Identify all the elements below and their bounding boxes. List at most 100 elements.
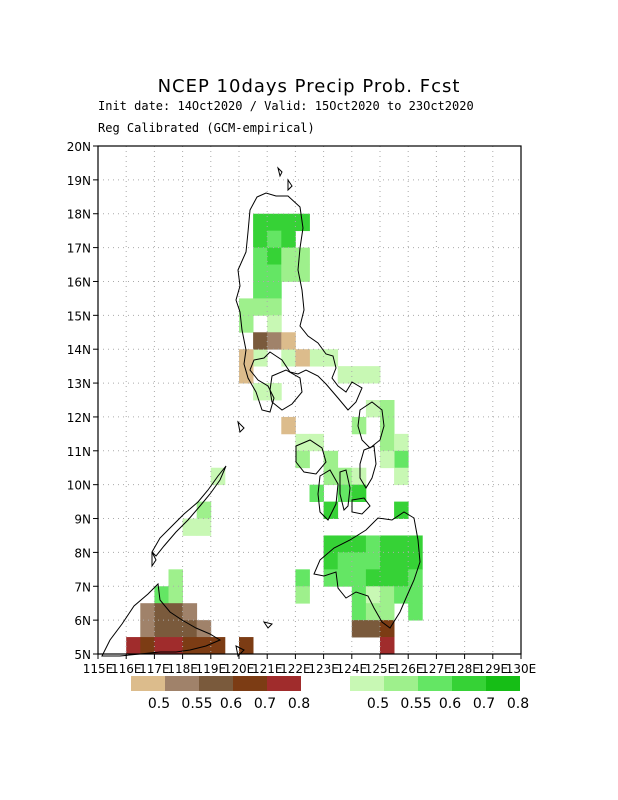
dry-probability-cell — [380, 620, 395, 638]
dry-probability-cell — [239, 349, 254, 367]
wet-probability-cell — [351, 467, 367, 486]
wet-probability-cell — [408, 603, 423, 621]
wet-probability-cell — [337, 569, 353, 587]
wet-probability-cell — [295, 247, 310, 265]
wet-probability-cell — [337, 535, 353, 553]
wet-probability-cell — [408, 552, 423, 570]
probability-cells — [126, 213, 423, 655]
dry-probability-cell — [182, 620, 198, 638]
wet-probability-cell — [168, 586, 183, 604]
latitude-label: 15N — [67, 309, 91, 323]
latitude-label: 18N — [67, 208, 91, 222]
wet-probability-cell — [351, 416, 367, 435]
wet-probability-cell — [253, 349, 268, 367]
wet-probability-cell — [380, 603, 395, 621]
dry-legend-label: 0.8 — [288, 696, 310, 712]
dry-probability-cell — [281, 332, 296, 350]
wet-legend-swatch — [418, 676, 452, 691]
wet-probability-cell — [394, 552, 409, 570]
dry-legend-label: 0.55 — [181, 696, 212, 712]
wet-probability-cell — [267, 230, 282, 248]
latitude-label: 16N — [67, 275, 91, 289]
wet-probability-cell — [253, 298, 268, 316]
panay-coastline — [295, 439, 327, 475]
wet-probability-cell — [380, 569, 395, 587]
latitude-label: 17N — [67, 242, 91, 256]
wet-probability-cell — [323, 569, 339, 587]
wet-probability-cell — [281, 213, 296, 232]
wet-probability-cell — [281, 247, 296, 265]
longitude-labels: 115E116E117E118E119E120E121E122E123E124E… — [83, 654, 537, 676]
latitude-labels: 5N 6N 7N 8N 9N 10N 11N 12N 13N 14N 15N 16N 17N 18N 19N… — [67, 140, 98, 662]
longitude-label: 124E — [337, 662, 368, 676]
wet-probability-cell — [253, 383, 268, 401]
wet-probability-cell — [365, 552, 381, 570]
palawan-coastline — [151, 465, 227, 557]
wet-probability-cell — [239, 315, 254, 333]
wet-probability-cell — [351, 603, 367, 621]
islet-coastline — [277, 166, 283, 178]
wet-probability-cell — [253, 230, 268, 248]
wet-probability-cell — [295, 433, 310, 452]
wet-probability-cell — [295, 264, 310, 282]
wet-probability-cell — [267, 298, 282, 316]
wet-probability-cell — [253, 281, 268, 299]
wet-probability-cell — [380, 433, 395, 452]
dry-legend-swatch — [233, 676, 267, 691]
longitude-label: 129E — [478, 662, 509, 676]
wet-probability-cell — [323, 349, 339, 367]
longitude-label: 122E — [280, 662, 311, 676]
wet-probability-cell — [267, 281, 282, 299]
islet-coastline — [151, 551, 157, 568]
wet-probability-cell — [365, 586, 381, 604]
wet-probability-cell — [196, 518, 212, 536]
wet-probability-cell — [267, 247, 282, 265]
dry-legend-swatch — [267, 676, 301, 691]
leyte-coastline — [359, 445, 377, 489]
longitude-label: 115E — [83, 662, 114, 676]
wet-legend-swatch — [452, 676, 486, 691]
map-frame — [97, 145, 522, 655]
borneo-coastline — [101, 582, 222, 657]
wet-probability-cell — [168, 569, 183, 587]
dry-probability-cell — [126, 637, 141, 655]
dry-probability-cell — [281, 416, 296, 435]
wet-legend-label: 0.5 — [367, 696, 389, 712]
wet-probability-cell — [323, 467, 339, 486]
wet-probability-cell — [394, 467, 409, 486]
dry-probability-cell — [140, 620, 155, 638]
dry-probability-cell — [154, 637, 169, 655]
longitude-label: 118E — [167, 662, 198, 676]
wet-probability-cell — [408, 586, 423, 604]
islet-coastline — [287, 178, 293, 192]
wet-legend-label: 0.8 — [507, 696, 529, 712]
longitude-label: 116E — [111, 662, 142, 676]
wet-probability-cell — [309, 484, 324, 502]
wet-probability-cell — [365, 366, 381, 384]
latitude-label: 5N — [74, 648, 91, 662]
init-date-line: Init date: 14Oct2020 / Valid: 15Oct2020 … — [98, 99, 474, 113]
dry-legend-label: 0.5 — [148, 696, 170, 712]
dry-legend-swatch — [199, 676, 233, 691]
wet-probability-cell — [408, 569, 423, 587]
mindoro-coastline — [269, 369, 303, 411]
wet-probability-cell — [380, 552, 395, 570]
islet-coastline — [235, 645, 245, 658]
wet-legend-label: 0.6 — [439, 696, 461, 712]
wet-probability-cell — [323, 535, 339, 553]
wet-probability-cell — [253, 213, 268, 232]
wet-probability-cell — [408, 535, 423, 553]
wet-probability-cell — [351, 484, 367, 502]
wet-probability-cell — [365, 535, 381, 553]
wet-probability-cell — [295, 569, 310, 587]
latitude-label: 20N — [67, 140, 91, 154]
wet-legend-swatch — [384, 676, 418, 691]
cebu-coastline — [339, 469, 351, 511]
longitude-label: 120E — [224, 662, 255, 676]
dry-probability-cell — [168, 637, 183, 655]
luzon-coastline — [235, 192, 363, 413]
longitude-label: 130E — [506, 662, 537, 676]
wet-probability-cell — [394, 569, 409, 587]
wet-probability-cell — [253, 264, 268, 282]
wet-probability-cell — [351, 366, 367, 384]
